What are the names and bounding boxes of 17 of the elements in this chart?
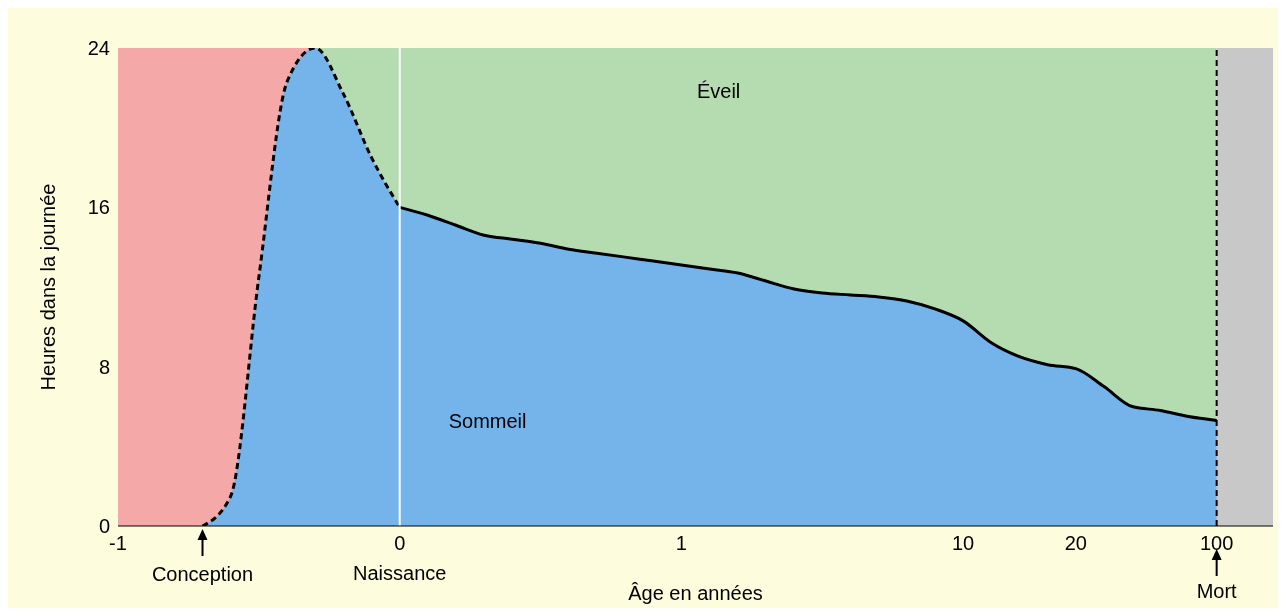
x-tick-label: -1 [109, 532, 127, 554]
x-axis-title: Âge en années [628, 582, 763, 604]
ref-line-label: Mort [1196, 580, 1238, 602]
x-tick-label: 1 [675, 532, 687, 554]
x-tick-label: 100 [1199, 532, 1234, 554]
y-tick-label: 24 [87, 37, 110, 60]
x-tick-label: 20 [1064, 532, 1087, 554]
y-tick-label: 0 [98, 515, 110, 538]
y-tick-label: 16 [87, 196, 110, 219]
x-tick-label: 0 [394, 532, 406, 554]
annotation: Éveil [696, 79, 741, 103]
y-axis-title: Heures dans la journée [37, 183, 60, 391]
text: Conception [151, 562, 254, 586]
ref-line-label: Naissance [353, 562, 447, 584]
y-tick-label: 8 [98, 355, 110, 378]
annotation: Sommeil [448, 409, 527, 433]
x-tick-label: 10 [952, 532, 975, 554]
